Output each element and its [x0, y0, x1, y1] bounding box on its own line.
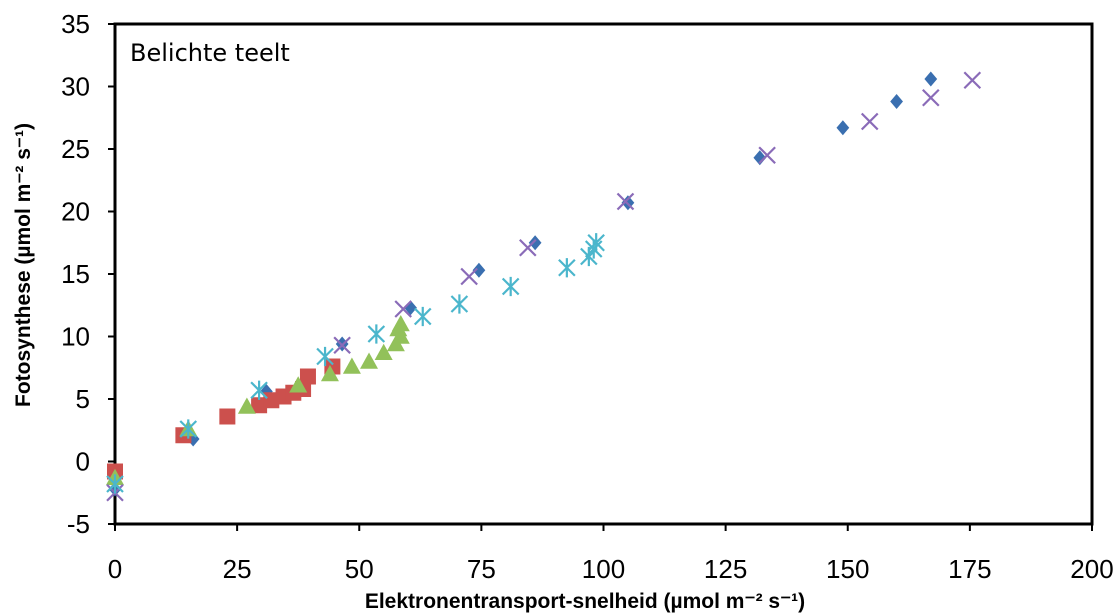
- data-point-asterisk: [587, 233, 605, 253]
- plot-area: [113, 22, 1094, 526]
- data-point-triangle: [320, 365, 339, 382]
- data-point-x: [519, 238, 537, 257]
- data-point-x: [616, 192, 635, 211]
- data-point-square: [251, 397, 268, 414]
- y-tick-label: 15: [61, 259, 90, 289]
- x-tick-label: 25: [223, 554, 252, 584]
- x-tick-label: 150: [826, 554, 869, 584]
- data-point-x: [758, 146, 776, 165]
- data-point-diamond: [472, 262, 486, 278]
- data-point-x: [394, 300, 412, 318]
- data-point-asterisk: [584, 239, 603, 259]
- data-point-square: [263, 392, 280, 409]
- y-tick-label: -5: [67, 509, 90, 539]
- data-point-triangle: [289, 376, 308, 393]
- y-tick-label: 30: [61, 72, 90, 102]
- data-point-diamond: [890, 94, 903, 109]
- y-tick-label: 35: [61, 9, 90, 39]
- data-point-x: [922, 88, 940, 107]
- y-tick-label: 5: [76, 384, 90, 414]
- data-point-triangle: [391, 315, 410, 332]
- y-tick-label: 0: [76, 447, 90, 477]
- data-point-diamond: [753, 150, 767, 166]
- data-point-asterisk: [367, 324, 386, 344]
- data-point-square: [219, 408, 236, 425]
- x-tick-label: 0: [108, 554, 122, 584]
- data-point-triangle: [342, 357, 361, 374]
- data-point-x: [460, 267, 478, 286]
- y-tick-label: 10: [61, 322, 90, 352]
- data-point-square: [299, 368, 316, 385]
- data-point-diamond: [528, 235, 542, 251]
- y-tick-label: 20: [61, 197, 90, 227]
- x-tick-label: 75: [467, 554, 496, 584]
- data-point-triangle: [360, 352, 379, 369]
- data-point-asterisk: [558, 258, 576, 278]
- y-tick-label: 25: [61, 134, 90, 164]
- x-axis-ticks: 0 25 50 75 100 125 150 175 200: [108, 524, 1114, 584]
- data-point-triangle: [374, 343, 393, 360]
- chart-annotation: Belichte teelt: [130, 39, 290, 67]
- data-point-asterisk: [316, 346, 334, 367]
- x-axis-title: Elektronentransport-snelheid (µmol m⁻² s…: [365, 590, 805, 613]
- data-point-x: [333, 336, 351, 355]
- x-tick-label: 125: [704, 554, 747, 584]
- data-point-triangle: [237, 397, 256, 414]
- data-point-diamond: [836, 120, 850, 136]
- data-point-asterisk: [450, 294, 469, 314]
- data-point-diamond: [924, 71, 938, 87]
- data-point-x: [963, 71, 982, 90]
- x-tick-label: 175: [948, 554, 991, 584]
- x-tick-label: 50: [345, 554, 374, 584]
- data-point-asterisk: [501, 276, 520, 297]
- data-point-x: [860, 112, 879, 131]
- data-point-asterisk: [250, 380, 268, 400]
- x-tick-label: 100: [582, 554, 625, 584]
- data-points: [106, 71, 982, 502]
- data-point-asterisk: [179, 419, 198, 439]
- y-axis-ticks: -5 0 5 10 15 20 25 30 35: [61, 9, 115, 539]
- data-point-asterisk: [413, 306, 432, 327]
- data-point-asterisk: [106, 474, 124, 494]
- x-tick-label: 200: [1070, 554, 1113, 584]
- y-axis-title: Fotosynthese (µmol m⁻² s⁻¹): [12, 123, 35, 407]
